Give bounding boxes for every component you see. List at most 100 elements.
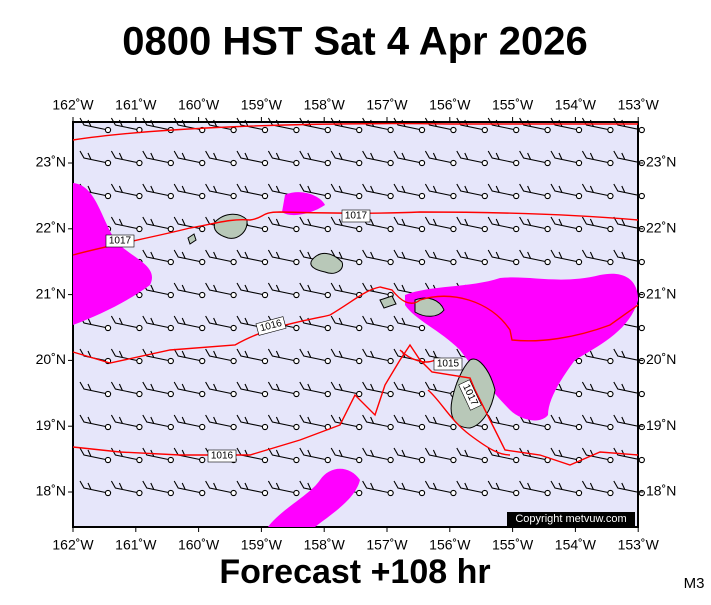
wind-barb: [550, 216, 580, 230]
station: [293, 225, 300, 233]
wind-barb: [330, 447, 360, 461]
station: [356, 489, 363, 497]
station: [104, 489, 112, 497]
wind-barb: [299, 381, 328, 395]
station: [481, 159, 488, 167]
station: [136, 192, 143, 200]
wind-barb: [205, 348, 234, 362]
wind-barb: [581, 249, 611, 263]
wind-barb: [173, 480, 203, 494]
wind-barbs: [79, 117, 645, 497]
wind-barb: [79, 414, 109, 428]
wind-barb: [393, 216, 423, 230]
wind-barb: [110, 414, 140, 428]
station: [230, 159, 237, 167]
wind-barb: [330, 315, 360, 329]
wind-barb: [519, 249, 548, 263]
station: [136, 291, 143, 299]
wind-barb: [299, 348, 328, 362]
wind-barb: [205, 183, 234, 197]
wind-barb: [110, 381, 140, 395]
wind-barb: [362, 150, 391, 164]
station: [575, 192, 583, 200]
lon-label-top: 153˚W: [618, 97, 660, 113]
isobar-label-box: [341, 209, 371, 223]
station: [136, 324, 143, 332]
wind-barb: [487, 117, 517, 131]
wind-barb: [581, 480, 611, 494]
station: [199, 489, 206, 497]
wind-barb: [550, 183, 580, 197]
station: [167, 324, 174, 332]
wind-barb: [362, 414, 391, 428]
wind-barb: [110, 480, 140, 494]
lon-label-bottom: 162˚W: [52, 537, 94, 553]
wind-barb: [393, 414, 423, 428]
station: [481, 192, 488, 200]
wind-barb: [613, 150, 642, 164]
station: [167, 423, 174, 431]
station: [261, 423, 269, 431]
wind-barb: [205, 480, 234, 494]
station: [544, 159, 551, 167]
wind-barb: [550, 414, 580, 428]
wind-barb: [456, 183, 485, 197]
wind-barb: [79, 150, 109, 164]
station: [575, 159, 583, 167]
station: [418, 225, 426, 233]
lon-label-top: 162˚W: [52, 97, 94, 113]
station: [481, 258, 488, 266]
wind-barb: [267, 216, 297, 230]
wind-barb: [205, 150, 234, 164]
precipitation: [73, 183, 638, 527]
lon-label-bottom: 154˚W: [555, 537, 597, 553]
wind-barb: [424, 216, 454, 230]
station: [450, 192, 457, 200]
wind-barb: [236, 150, 266, 164]
station: [324, 192, 331, 200]
wind-barb: [393, 315, 423, 329]
station: [575, 258, 583, 266]
station: [230, 291, 237, 299]
station: [513, 126, 520, 134]
lat-label-left: 23˚N: [36, 154, 66, 170]
station: [607, 423, 614, 431]
wind-barb: [79, 480, 109, 494]
isobar-label: 1017: [341, 209, 371, 223]
station: [575, 225, 583, 233]
wind-barb: [456, 249, 485, 263]
wind-barb: [487, 414, 517, 428]
wind-barb: [236, 249, 266, 263]
station: [607, 489, 614, 497]
wind-barb: [581, 183, 611, 197]
station: [387, 324, 394, 332]
wind-barb: [267, 282, 297, 296]
station: [104, 423, 112, 431]
wind-barb: [142, 381, 171, 395]
lat-label-right: 19˚N: [646, 417, 676, 433]
wind-barb: [487, 150, 517, 164]
station: [356, 423, 363, 431]
station: [356, 258, 363, 266]
wind-barb: [613, 414, 642, 428]
station: [167, 192, 174, 200]
station: [418, 423, 426, 431]
wind-barb: [299, 447, 328, 461]
wind-barb: [581, 117, 611, 131]
wind-barb: [236, 282, 266, 296]
wind-barb: [393, 150, 423, 164]
station: [230, 192, 237, 200]
wind-barb: [205, 315, 234, 329]
lon-label-bottom: 161˚W: [115, 537, 157, 553]
station: [481, 456, 488, 464]
lon-label-bottom: 160˚W: [178, 537, 220, 553]
station: [261, 159, 269, 167]
station: [356, 324, 363, 332]
wind-barb: [581, 216, 611, 230]
wind-barb: [581, 381, 611, 395]
station: [199, 357, 206, 365]
lat-label-right: 21˚N: [646, 285, 676, 301]
station: [418, 489, 426, 497]
wind-barb: [267, 447, 297, 461]
station: [199, 291, 206, 299]
